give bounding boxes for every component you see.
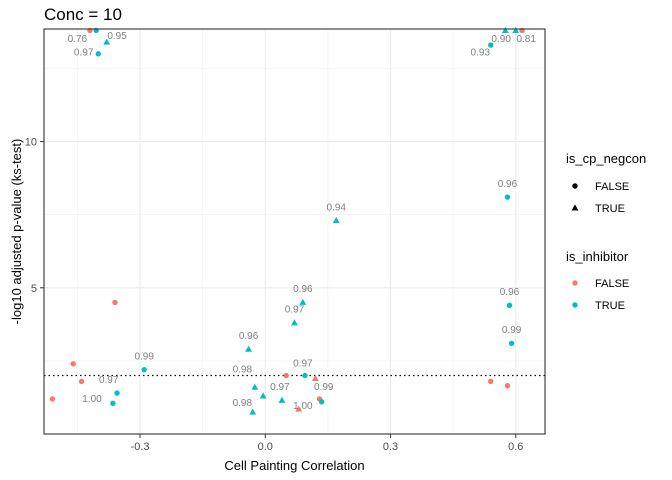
data-point <box>501 26 509 33</box>
data-point <box>295 405 303 412</box>
x-tick-label: 0.6 <box>508 441 523 453</box>
x-tick-label: 0.3 <box>383 441 398 453</box>
legend-label: TRUE <box>595 203 625 215</box>
data-point <box>141 366 147 373</box>
data-point <box>506 302 513 309</box>
point-label: 0.95 <box>107 31 127 42</box>
point-label: 0.97 <box>74 47 94 58</box>
point-label: 0.97 <box>285 305 305 316</box>
point-label: 0.97 <box>293 359 313 370</box>
y-tick-label: 10 <box>25 137 37 149</box>
data-point <box>78 378 85 385</box>
data-point <box>512 26 520 33</box>
point-label: 0.99 <box>134 351 154 362</box>
data-point <box>95 51 101 57</box>
y-axis-title: -log10 adjusted p-value (ks-test) <box>9 139 24 325</box>
point-label: 0.99 <box>314 382 334 393</box>
data-point <box>103 38 111 45</box>
data-point <box>245 345 252 352</box>
data-point <box>112 299 118 306</box>
data-point <box>504 383 511 389</box>
data-point <box>332 216 340 224</box>
legend-label: TRUE <box>595 300 625 312</box>
legend-label: FALSE <box>595 181 629 193</box>
data-point <box>278 396 286 403</box>
data-point <box>251 383 259 390</box>
data-point <box>259 392 267 399</box>
point-label: 1.00 <box>82 394 102 405</box>
legend-title-inhibitor: is_inhibitor <box>566 249 629 264</box>
point-label: 0.93 <box>471 47 491 58</box>
data-point <box>488 378 494 385</box>
data-point <box>70 361 76 367</box>
legend-color-swatch <box>572 280 578 286</box>
point-label: 0.97 <box>99 375 119 386</box>
legend-color-swatch <box>572 302 578 308</box>
data-point <box>302 372 308 379</box>
data-point <box>49 396 56 402</box>
data-point <box>504 194 511 200</box>
plot-border <box>43 28 546 435</box>
point-label: 0.90 <box>491 34 511 45</box>
data-point <box>110 400 116 406</box>
y-tick-label: 5 <box>31 283 37 295</box>
x-tick-label: -0.3 <box>131 441 150 453</box>
point-label: 0.99 <box>502 325 522 336</box>
point-label: 0.81 <box>516 34 536 45</box>
data-point <box>318 399 325 405</box>
point-label: 0.98 <box>233 398 253 409</box>
legend-triangle-icon <box>571 204 579 211</box>
point-label: 1.00 <box>293 401 313 412</box>
point-label: 0.96 <box>500 287 520 298</box>
data-point <box>488 42 494 48</box>
point-label: 0.96 <box>293 284 313 295</box>
x-tick-label: 0.0 <box>258 441 273 453</box>
data-point <box>299 298 307 305</box>
data-point <box>283 372 289 379</box>
x-axis-title: Cell Painting Correlation <box>224 458 364 473</box>
data-point <box>114 390 120 396</box>
point-label: 0.94 <box>327 202 347 213</box>
point-label: 0.98 <box>233 365 253 376</box>
chart-title: Conc = 10 <box>44 5 122 24</box>
legend-label: FALSE <box>595 278 629 290</box>
point-label: 0.97 <box>270 382 290 393</box>
point-label: 0.76 <box>68 34 88 45</box>
data-point <box>291 319 298 326</box>
data-point <box>249 408 257 415</box>
legend-title-negcon: is_cp_negcon <box>566 151 646 166</box>
data-point <box>508 340 515 347</box>
data-point <box>311 374 319 381</box>
point-label: 0.96 <box>498 179 518 190</box>
point-label: 0.96 <box>239 331 259 342</box>
legend-circle-icon <box>572 183 578 189</box>
plot-panel <box>44 29 545 434</box>
